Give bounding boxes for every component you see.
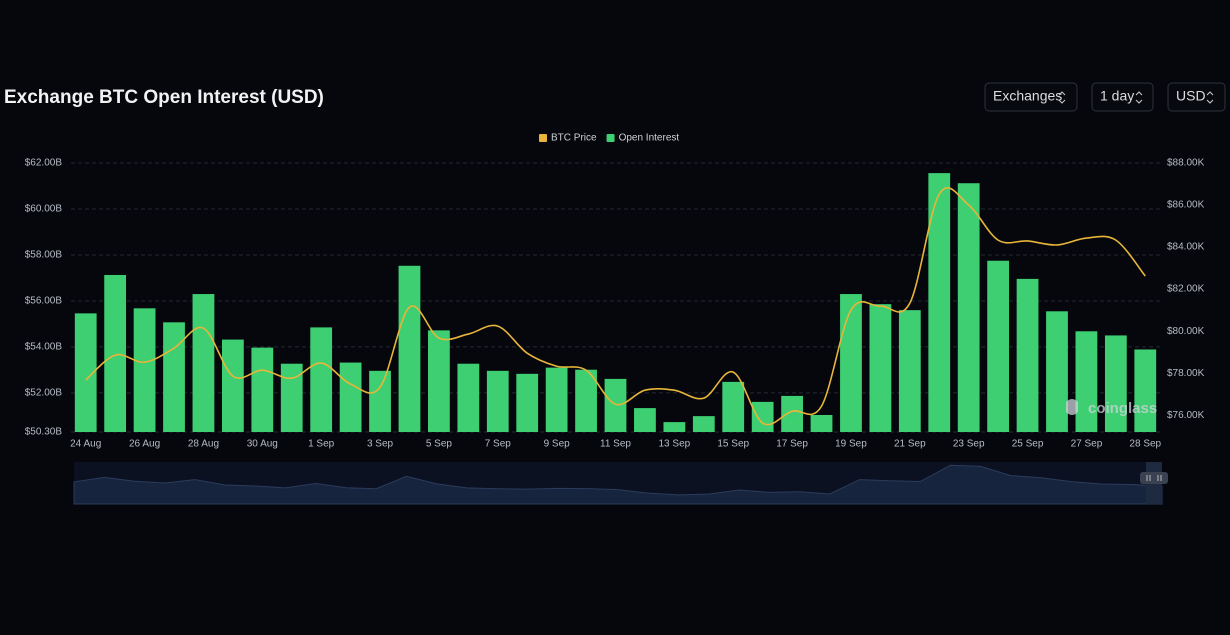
chevron xyxy=(1135,91,1143,104)
x-tick-label: 21 Sep xyxy=(894,439,926,450)
navigator-area xyxy=(73,464,1163,505)
bar xyxy=(898,310,921,432)
x-tick-label: 25 Sep xyxy=(1012,439,1044,450)
bar xyxy=(1104,335,1127,432)
bar xyxy=(74,313,97,432)
bar xyxy=(692,416,715,432)
bar xyxy=(398,265,421,432)
y2-tick-label: $82.00K xyxy=(1167,284,1205,295)
x-tick-label: 1 Sep xyxy=(308,439,335,450)
y2-tick-label: $76.00K xyxy=(1167,410,1205,421)
dropdown-label[interactable]: 1 day xyxy=(1100,88,1134,104)
x-tick-label: 5 Sep xyxy=(426,439,453,450)
y2-tick-label: $78.00K xyxy=(1167,368,1205,379)
bar xyxy=(663,422,686,432)
bar xyxy=(163,322,185,432)
grip-lines xyxy=(1146,475,1162,481)
x-tick-label: 15 Sep xyxy=(717,439,749,450)
bar xyxy=(545,367,568,432)
bar xyxy=(133,308,156,432)
controls: Exchanges 1 day USD xyxy=(984,82,1226,112)
bar xyxy=(192,294,215,432)
bar xyxy=(987,260,1010,432)
chart-title: Exchange BTC Open Interest (USD) xyxy=(4,87,324,108)
y-tick-label: $60.00B xyxy=(25,204,63,215)
dropdown[interactable] xyxy=(1167,82,1226,112)
bar xyxy=(428,330,450,432)
y2-tick-label: $80.00K xyxy=(1167,326,1205,337)
x-tick-label: 11 Sep xyxy=(600,439,631,450)
y-tick-label: $58.00B xyxy=(25,250,63,261)
bar xyxy=(516,373,539,432)
bar xyxy=(869,304,892,432)
bar xyxy=(1016,278,1039,432)
bar xyxy=(1046,311,1068,432)
x-tick-label: 23 Sep xyxy=(953,439,985,450)
navigator-layer xyxy=(73,464,1163,505)
x-tick-label: 28 Aug xyxy=(188,439,219,450)
bar xyxy=(928,173,951,432)
y2-tick-label: $88.00K xyxy=(1167,158,1205,169)
y2-tick-label: $86.00K xyxy=(1167,200,1205,211)
x-tick-label: 9 Sep xyxy=(544,439,571,450)
bar xyxy=(781,395,803,432)
bar xyxy=(810,414,833,432)
bar xyxy=(339,362,362,432)
bar xyxy=(221,339,244,432)
y-tick-label: $50.30B xyxy=(25,427,63,438)
bar xyxy=(722,381,745,432)
legend-label: BTC Price xyxy=(551,133,597,144)
bar xyxy=(751,401,774,432)
watermark-icon xyxy=(1066,399,1078,415)
y-tick-label: $54.00B xyxy=(25,342,63,353)
bar xyxy=(840,294,862,432)
bar xyxy=(575,369,597,432)
dropdown-label[interactable]: USD xyxy=(1176,88,1206,104)
x-tick-label: 28 Sep xyxy=(1129,439,1161,450)
x-tick-label: 13 Sep xyxy=(659,439,691,450)
y-tick-label: $52.00B xyxy=(25,388,63,399)
bar xyxy=(486,370,509,432)
dropdown[interactable] xyxy=(1091,82,1154,112)
navigator-grip[interactable] xyxy=(1140,472,1168,484)
chevron xyxy=(1206,91,1214,104)
bar xyxy=(280,363,303,432)
bar xyxy=(1075,331,1098,432)
bar xyxy=(1134,349,1157,432)
x-tick-label: 17 Sep xyxy=(776,439,808,450)
bar xyxy=(957,183,980,432)
price-line xyxy=(85,187,1146,426)
bar xyxy=(457,363,480,432)
legend-swatch xyxy=(606,134,615,142)
dropdown-label[interactable]: Exchanges xyxy=(993,88,1062,104)
bar xyxy=(369,370,391,432)
x-tick-label: 19 Sep xyxy=(835,439,867,450)
bar xyxy=(310,327,333,432)
dropdown[interactable] xyxy=(984,82,1078,112)
chevron xyxy=(1058,91,1066,104)
y-tick-label: $56.00B xyxy=(25,296,63,307)
y2-tick-label: $84.00K xyxy=(1167,242,1205,253)
bar xyxy=(634,408,656,432)
x-tick-label: 27 Sep xyxy=(1071,439,1103,450)
legend-swatch xyxy=(539,134,547,142)
x-tick-label: 26 Aug xyxy=(129,439,160,450)
y-tick-label: $62.00B xyxy=(25,158,63,169)
x-tick-label: 30 Aug xyxy=(247,439,278,450)
bar xyxy=(104,274,127,432)
x-tick-label: 3 Sep xyxy=(367,439,394,450)
bar xyxy=(251,347,274,432)
bar xyxy=(604,378,627,432)
x-tick-label: 7 Sep xyxy=(485,439,512,450)
legend-label: Open Interest xyxy=(619,133,680,144)
x-tick-label: 24 Aug xyxy=(70,439,101,450)
watermark: coinglass xyxy=(1088,400,1157,417)
